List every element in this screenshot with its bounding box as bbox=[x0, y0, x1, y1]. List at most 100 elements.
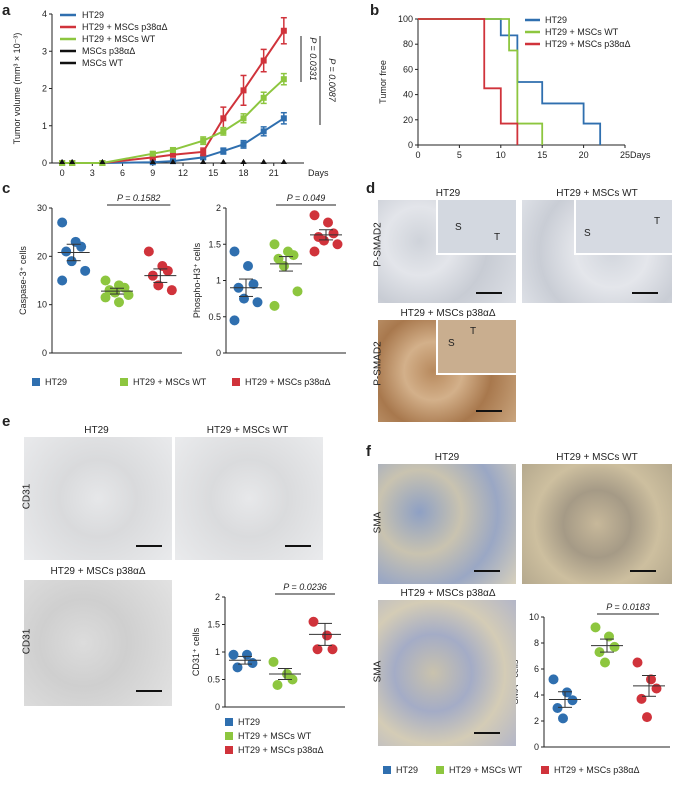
x-tick-label: 25 bbox=[620, 150, 630, 160]
d-image-p38: S T bbox=[378, 320, 516, 422]
panel-f-label: f bbox=[366, 443, 371, 460]
series-point bbox=[200, 154, 207, 161]
data-point bbox=[279, 261, 289, 271]
data-point bbox=[308, 616, 319, 627]
panel-d-label: d bbox=[366, 180, 376, 197]
y-tick-label: 2 bbox=[534, 716, 539, 726]
series-point bbox=[280, 115, 287, 122]
y-tick-label: 2 bbox=[42, 84, 47, 94]
d-row-label-top: P-SMAD2 bbox=[372, 222, 384, 267]
legend-label: MSCs p38αΔ bbox=[82, 46, 135, 56]
x-tick-label: 15 bbox=[208, 168, 218, 178]
legend-e-p38: HT29 + MSCs p38αΔ bbox=[225, 745, 324, 755]
y-tick-label: 1 bbox=[42, 121, 47, 131]
f-image-ht29 bbox=[378, 464, 516, 584]
legend-swatch bbox=[232, 378, 240, 386]
p-value: P = 0.1582 bbox=[117, 193, 160, 203]
scale-bar bbox=[630, 570, 656, 572]
x-tick-label: 18 bbox=[239, 168, 249, 178]
e-title-ht29: HT29 bbox=[84, 425, 109, 436]
panel-c-label: c bbox=[2, 180, 11, 197]
series-point bbox=[99, 159, 106, 164]
series-point bbox=[69, 159, 76, 164]
legend-label: MSCs WT bbox=[82, 58, 123, 68]
data-point bbox=[110, 287, 120, 298]
data-point bbox=[100, 292, 111, 303]
y-tick-label: 8 bbox=[534, 638, 539, 648]
e-title-p38: HT29 + MSCs p38αΔ bbox=[50, 566, 146, 577]
data-point bbox=[80, 265, 91, 276]
y-tick-label: 0 bbox=[408, 140, 413, 150]
x-tick-label: 12 bbox=[178, 168, 188, 178]
scale-bar bbox=[474, 732, 500, 734]
f-row-label-bottom: SMA bbox=[372, 660, 384, 683]
f-row-label-top: SMA bbox=[372, 511, 384, 534]
data-point bbox=[269, 300, 280, 311]
x-tick-label: 20 bbox=[579, 150, 589, 160]
data-point bbox=[590, 622, 601, 633]
data-point bbox=[651, 683, 662, 694]
scale-bar bbox=[476, 410, 502, 412]
data-point bbox=[312, 644, 323, 655]
data-point bbox=[57, 275, 68, 286]
series-point bbox=[169, 159, 176, 164]
e-row-label-bottom: CD31 bbox=[21, 628, 33, 655]
data-point bbox=[114, 297, 124, 308]
y-tick-label: 60 bbox=[403, 64, 413, 74]
data-point bbox=[323, 217, 333, 228]
legend-swatch bbox=[32, 378, 40, 386]
legend-e-wt: HT29 + MSCs WT bbox=[225, 731, 311, 741]
y-tick-label: 0 bbox=[216, 348, 221, 358]
data-point bbox=[143, 246, 154, 257]
legend-f-wt: HT29 + MSCs WT bbox=[436, 765, 522, 775]
series-point bbox=[220, 159, 227, 164]
y-tick-label: 40 bbox=[403, 90, 413, 100]
legend-label: HT29 bbox=[82, 10, 104, 20]
data-point bbox=[567, 695, 578, 706]
d-inset-wt: S T bbox=[574, 200, 672, 255]
p-value: P = 0.0331 bbox=[308, 37, 318, 80]
f-title-p38: HT29 + MSCs p38αΔ bbox=[400, 588, 496, 599]
p-value: P = 0.049 bbox=[287, 193, 325, 203]
data-point bbox=[288, 250, 299, 261]
series-line bbox=[62, 78, 285, 164]
series-point bbox=[240, 87, 247, 94]
y-tick-label: 0.5 bbox=[208, 312, 221, 322]
series-point bbox=[200, 159, 207, 164]
y-tick-label: 6 bbox=[534, 664, 539, 674]
e-image-ht29 bbox=[24, 437, 172, 560]
e-row-label-top: CD31 bbox=[21, 483, 33, 510]
y-tick-label: 1.5 bbox=[208, 239, 221, 249]
series-point bbox=[260, 94, 267, 101]
survival-curve bbox=[418, 18, 602, 145]
y-tick-label: 0.5 bbox=[207, 675, 220, 685]
data-point bbox=[229, 315, 240, 326]
data-point bbox=[229, 246, 240, 257]
series-point bbox=[149, 150, 156, 157]
y-tick-label: 80 bbox=[403, 39, 413, 49]
series-point bbox=[260, 57, 267, 64]
data-point bbox=[594, 647, 605, 658]
e-image-wt bbox=[175, 437, 323, 560]
legend-c-ht29: HT29 bbox=[32, 377, 67, 387]
legend-swatch bbox=[225, 732, 233, 740]
series-point bbox=[260, 128, 267, 135]
data-point bbox=[61, 246, 72, 257]
y-tick-label: 1.5 bbox=[207, 620, 220, 630]
scale-bar bbox=[136, 545, 162, 547]
data-point bbox=[243, 261, 253, 271]
data-point bbox=[332, 239, 343, 250]
legend-swatch bbox=[225, 718, 233, 726]
e-title-wt: HT29 + MSCs WT bbox=[206, 425, 289, 436]
data-point bbox=[239, 293, 249, 304]
data-point bbox=[268, 656, 279, 667]
p-value: P = 0.0087 bbox=[327, 58, 337, 102]
series-point bbox=[240, 141, 247, 148]
data-point bbox=[232, 662, 243, 673]
x-tick-label: 21 bbox=[269, 168, 279, 178]
y-tick-label: 0 bbox=[215, 702, 220, 712]
data-point bbox=[123, 290, 134, 300]
x-tick-label: 0 bbox=[60, 168, 65, 178]
data-point bbox=[252, 297, 263, 308]
